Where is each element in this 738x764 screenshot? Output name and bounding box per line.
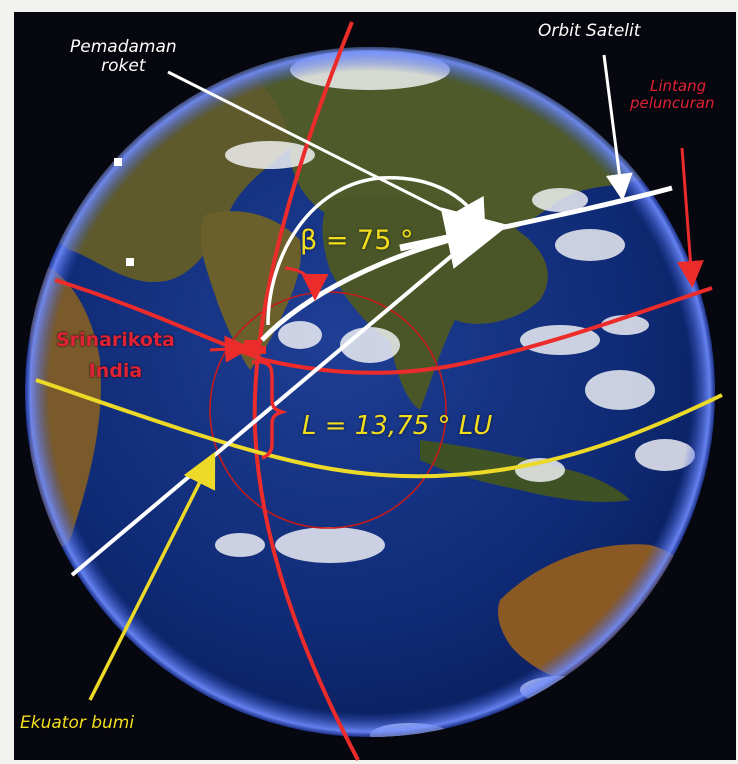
launch-site-line1: Srinarikota: [56, 329, 175, 351]
launch-site-line2: India: [88, 359, 143, 382]
meridian-line: [252, 21, 360, 761]
launch-site-label: Srinarikota India: [56, 330, 175, 382]
rocket-cutoff-pointer: [167, 70, 484, 231]
beta-angle-arc: [266, 175, 486, 326]
rocket-trajectory-line: [70, 230, 482, 577]
beta-red-arrow: [284, 266, 329, 301]
satellite-orbit-label: Orbit Satelit: [538, 21, 641, 41]
launch-latitude-pointer: [676, 147, 704, 288]
map-pin-2: [126, 258, 134, 266]
launch-site-marker-icon: [244, 340, 266, 354]
equator-line: [35, 378, 723, 479]
beta-angle-label: β = 75 °: [300, 225, 414, 256]
launch-latitude-line2: peluncuran: [630, 93, 715, 112]
launch-latitude-line: [54, 278, 713, 375]
equator-label: Ekuator bumi: [20, 713, 135, 733]
latitude-brace: [261, 360, 288, 460]
rocket-cutoff-line1: Pemadaman: [70, 37, 177, 57]
orbit-label-pointer: [602, 54, 633, 201]
launch-latitude-line1: Lintang: [650, 77, 707, 95]
equator-label-pointer: [88, 451, 216, 701]
rocket-cutoff-label: Pemadaman roket: [70, 38, 177, 75]
latitude-value-label: L = 13,75 ° LU: [302, 411, 493, 441]
launch-latitude-label: Lintang peluncuran: [630, 78, 715, 111]
map-pin-1: [114, 158, 122, 166]
rocket-cutoff-line2: roket: [101, 55, 146, 76]
orbit-direction-arrow: [399, 207, 509, 269]
site-pointer: [209, 335, 252, 363]
